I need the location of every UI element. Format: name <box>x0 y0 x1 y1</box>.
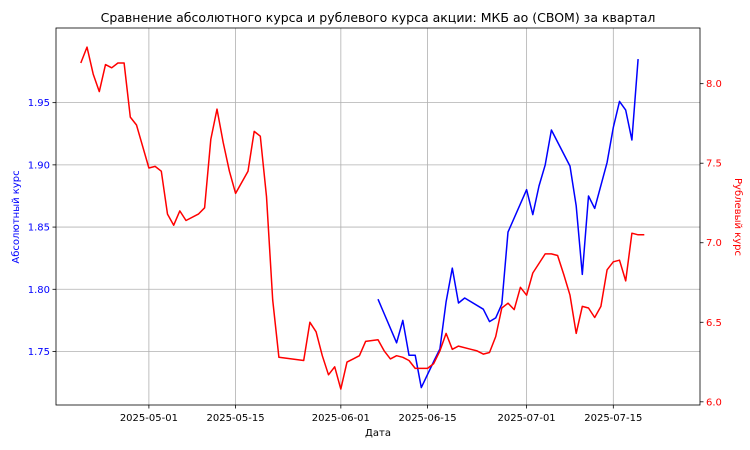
right-tick-label: 6.5 <box>706 318 722 329</box>
series-layer <box>80 46 645 390</box>
left-tick-label: 1.90 <box>28 160 50 171</box>
right-tick-label: 7.5 <box>706 159 722 170</box>
grid <box>56 28 700 405</box>
left-axis-ticks: 1.75 1.80 1.85 1.90 1.95 <box>28 98 56 358</box>
plot-frame <box>55 27 701 406</box>
ruble-price-line <box>80 46 645 390</box>
right-tick-label: 7.0 <box>706 238 722 249</box>
x-tick-label: 2025-06-15 <box>398 413 456 424</box>
left-axis-label: Абсолютный курс <box>11 170 22 263</box>
right-tick-label: 8.0 <box>706 79 722 90</box>
left-tick-label: 1.85 <box>28 223 50 234</box>
x-tick-label: 2025-07-01 <box>498 413 556 424</box>
right-tick-label: 6.0 <box>706 397 722 408</box>
x-tick-label: 2025-05-01 <box>120 413 178 424</box>
x-tick-label: 2025-05-15 <box>207 413 265 424</box>
right-axis-label: Рублевый курс <box>732 178 743 256</box>
left-tick-label: 1.75 <box>28 347 50 358</box>
left-tick-label: 1.95 <box>28 98 50 109</box>
absolute-price-line <box>377 59 639 389</box>
left-tick-label: 1.80 <box>28 285 50 296</box>
x-axis-ticks: 2025-05-01 2025-05-15 2025-06-01 2025-06-15… <box>120 405 642 424</box>
chart-title: Сравнение абсолютного курса и рублевого … <box>101 10 656 25</box>
x-tick-label: 2025-07-15 <box>584 413 642 424</box>
right-axis-ticks: 6.0 6.5 7.0 7.5 8.0 <box>700 79 722 408</box>
x-axis-label: Дата <box>365 428 391 439</box>
x-tick-label: 2025-06-01 <box>312 413 370 424</box>
